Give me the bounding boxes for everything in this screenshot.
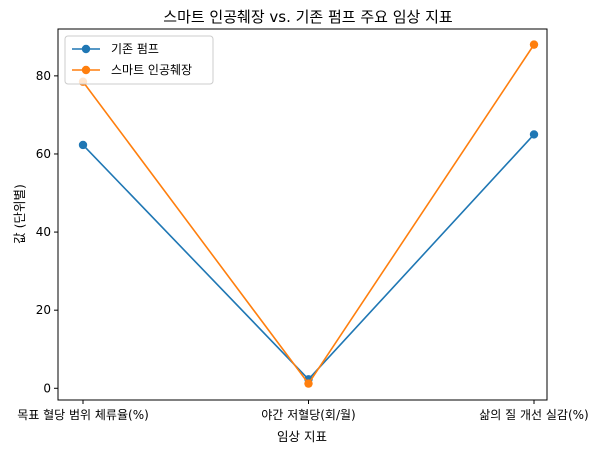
plot-area (57, 28, 548, 401)
legend-marker-2 (81, 65, 91, 75)
y-axis-ticks: 0 20 40 60 80 (36, 69, 58, 395)
x-tick-label: 야간 저혈당(회/월) (261, 408, 356, 422)
x-tick-label: 목표 혈당 범위 체류율(%) (17, 408, 149, 422)
series-1-point (78, 140, 88, 150)
chart-title: 스마트 인공췌장 vs. 기존 펌프 주요 임상 지표 (163, 8, 453, 26)
legend-label-2: 스마트 인공췌장 (111, 63, 192, 77)
y-tick-label: 0 (43, 381, 51, 395)
series-2-point (529, 40, 539, 49)
y-tick-label: 40 (36, 225, 51, 239)
series-layer (78, 40, 539, 388)
legend-marker-1 (81, 44, 91, 54)
x-axis-ticks: 목표 혈당 범위 체류율(%) 야간 저혈당(회/월) 삶의 질 개선 실감(%) (17, 400, 589, 422)
y-axis-label: 값 (단위별) (12, 184, 27, 244)
series-1-point (529, 130, 539, 139)
y-tick-label: 20 (36, 303, 51, 317)
series-2-point (304, 379, 313, 388)
x-axis-label: 임상 지표 (277, 429, 327, 444)
y-tick-label: 80 (36, 69, 51, 83)
legend-frame (64, 35, 214, 85)
x-tick-label: 삶의 질 개선 실감(%) (479, 408, 589, 422)
series-line-2 (82, 44, 535, 385)
legend-label-1: 기존 펌프 (111, 42, 159, 56)
y-tick-label: 60 (36, 147, 51, 161)
